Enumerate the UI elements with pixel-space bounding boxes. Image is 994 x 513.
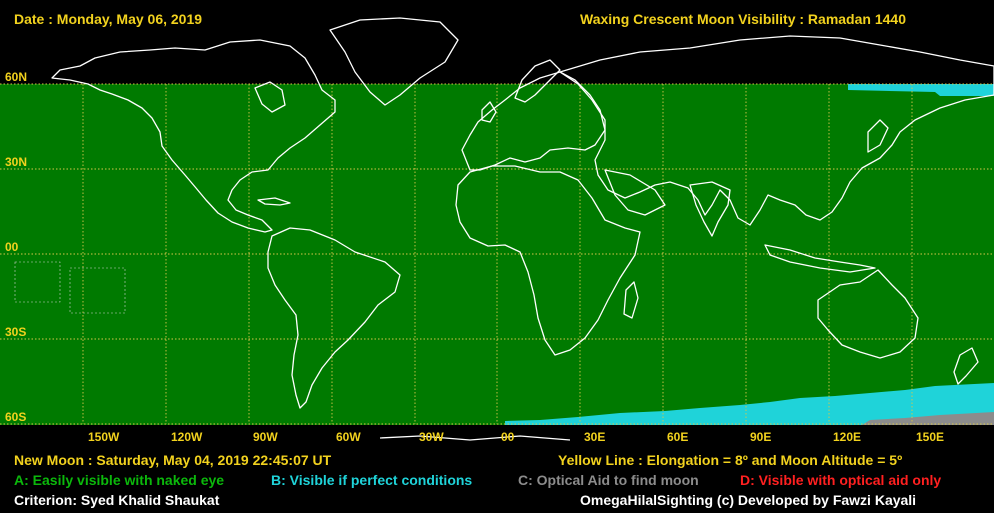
lon-label-30e: 30E — [584, 430, 606, 444]
australia-outline — [817, 269, 919, 359]
lon-label-150w: 150W — [88, 430, 120, 444]
legend-d: D: Visible with optical aid only — [740, 472, 942, 488]
legend-c: C: Optical Aid to find moon — [518, 472, 699, 488]
arabia-outline — [604, 169, 666, 216]
date-text: Date : Monday, May 06, 2019 — [14, 11, 203, 27]
india-outline — [689, 181, 731, 237]
madagascar-outline — [623, 281, 639, 319]
lon-label-120w: 120W — [171, 430, 203, 444]
lat-label-00: 00 — [5, 240, 19, 254]
lon-label-90w: 90W — [253, 430, 278, 444]
lon-label-30w: 30W — [419, 430, 444, 444]
lat-label-60n: 60N — [5, 70, 28, 84]
yellow-line-note: Yellow Line : Elongation = 8º and Moon A… — [558, 452, 903, 468]
zone-b-north-strip — [848, 84, 994, 96]
lat-label-60s: 60S — [5, 410, 27, 424]
map-title: Waxing Crescent Moon Visibility : Ramada… — [580, 11, 906, 27]
graticule — [0, 83, 994, 425]
zone-b-south-area — [505, 383, 994, 425]
europe-outline — [461, 71, 606, 171]
lat-label-30s: 30S — [5, 325, 27, 339]
lon-label-60e: 60E — [667, 430, 689, 444]
legend-a: A: Easily visible with naked eye — [14, 472, 225, 488]
pacific-islands — [14, 261, 126, 314]
south-america-outline — [267, 227, 401, 409]
coastlines — [51, 17, 994, 441]
lat-label-30n: 30N — [5, 155, 28, 169]
new-zealand-outline — [953, 347, 979, 385]
japan-outline — [867, 119, 889, 153]
zone-a-area — [0, 84, 994, 425]
antarctica-outline — [379, 435, 571, 441]
greenland-outline — [329, 17, 459, 106]
criterion-text: Criterion: Syed Khalid Shaukat — [14, 492, 220, 508]
north-america-outline — [51, 39, 336, 233]
lon-label-120e: 120E — [833, 430, 862, 444]
zone-c-area — [862, 412, 994, 425]
british-isles-outline — [481, 101, 497, 123]
scandinavia-outline — [514, 59, 561, 103]
indonesia-outline — [764, 244, 876, 273]
africa-outline — [455, 165, 641, 356]
lon-label-00: 00 — [501, 430, 515, 444]
lon-label-60w: 60W — [336, 430, 361, 444]
asia-outline — [559, 35, 994, 226]
legend-b: B: Visible if perfect conditions — [271, 472, 473, 488]
lon-label-90e: 90E — [750, 430, 772, 444]
lon-label-150e: 150E — [916, 430, 945, 444]
cuba-outline — [257, 197, 291, 206]
new-moon-text: New Moon : Saturday, May 04, 2019 22:45:… — [14, 452, 332, 468]
credit-text: OmegaHilalSighting (c) Developed by Fawz… — [580, 492, 917, 508]
hudson-bay-outline — [254, 81, 286, 113]
